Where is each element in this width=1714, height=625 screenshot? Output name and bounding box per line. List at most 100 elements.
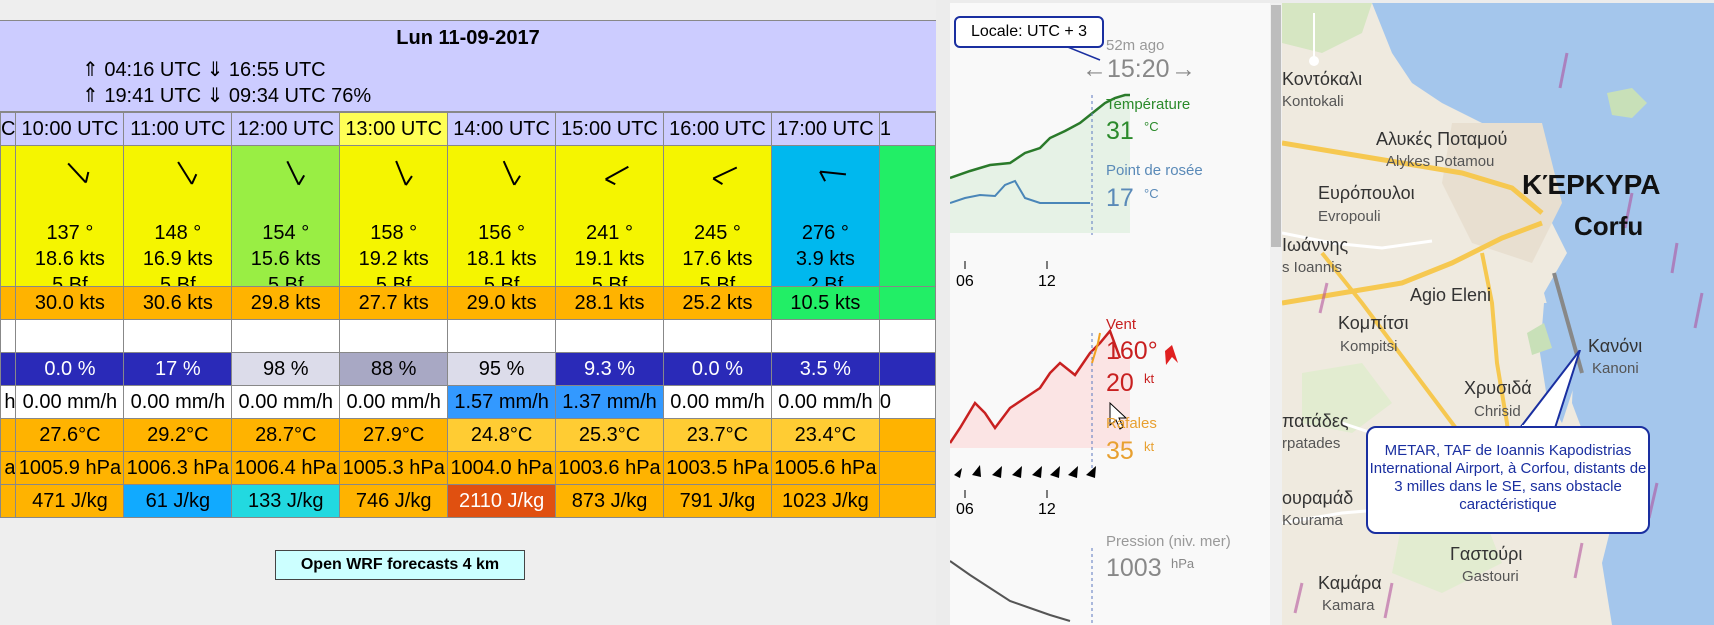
- pressure-cell: 1005.9 hPa: [15, 451, 125, 485]
- rain-cell: h: [0, 385, 17, 419]
- temperature-area: [950, 95, 1130, 233]
- wind-barbs: [954, 465, 1096, 478]
- wind-speed: 16.9 kts: [142, 248, 213, 270]
- axis-tick-label: 06: [956, 273, 974, 290]
- wind-cell: 156 ° 18.1 kts 5 Bf: [447, 145, 557, 287]
- wind-direction: 241 °: [586, 222, 633, 244]
- map-label: Evropouli: [1318, 208, 1381, 225]
- wind-beaufort: 5 Bf: [591, 274, 628, 287]
- gust-row: 30.0 kts 30.6 kts 29.8 kts 27.7 kts 29.0…: [0, 286, 936, 320]
- station-info-callout: METAR, TAF de Ioannis Kapodistrias Inter…: [1366, 426, 1650, 534]
- gust-cell: [0, 286, 17, 320]
- wind-beaufort: 5 Bf: [52, 274, 88, 287]
- wind-cell: 276 ° 3.9 kts 2 Bf: [770, 145, 880, 287]
- map-label: ουραμάδ: [1282, 488, 1354, 508]
- rain-cell: 1.37 mm/h: [555, 385, 664, 419]
- wind-beaufort: 5 Bf: [483, 274, 520, 287]
- wind-direction: 148 °: [154, 222, 202, 244]
- wind-direction: 156 °: [478, 222, 526, 244]
- sunrise-sunset: ⇑ 04:16 UTC ⇓ 16:55 UTC: [82, 59, 326, 81]
- scrollbar-thumb[interactable]: [1271, 5, 1281, 247]
- cloud-cell: 98 %: [231, 352, 341, 386]
- locale-tooltip: Locale: UTC + 3: [954, 16, 1104, 48]
- rain-cell: 0.00 mm/h: [231, 385, 341, 419]
- open-wrf-forecasts-button[interactable]: Open WRF forecasts 4 km: [275, 550, 525, 580]
- wind-speed: 19.1 kts: [574, 248, 645, 270]
- map-label: Chrisid: [1474, 403, 1521, 420]
- pressure-value: 1003: [1106, 554, 1162, 582]
- cape-cell: 133 J/kg: [231, 484, 341, 518]
- time-cell: 1: [878, 112, 936, 146]
- map-label: Kanoni: [1592, 360, 1639, 377]
- dewpoint-label: Point de rosée: [1106, 162, 1203, 179]
- axis-tick-label: 12: [1038, 501, 1056, 518]
- wind-direction-icon: [1165, 345, 1178, 365]
- temp-cell: [878, 418, 936, 452]
- gust-cell: 29.0 kts: [447, 286, 557, 320]
- mouse-cursor-icon: [1109, 401, 1128, 430]
- cape-cell: 873 J/kg: [555, 484, 664, 518]
- callout-pointer: [1517, 350, 1581, 429]
- cape-cell: 2110 J/kg: [447, 484, 557, 518]
- map-label: Ευρόπουλοι: [1318, 183, 1415, 203]
- cloud-cell: 95 %: [447, 352, 557, 386]
- wind-speed: 19.2 kts: [358, 248, 429, 270]
- wind-cell: 148 ° 16.9 kts 5 Bf: [123, 145, 233, 287]
- map-label: Kamara: [1322, 597, 1375, 614]
- wind-arrow-icon: [819, 170, 846, 182]
- cape-cell: [0, 484, 17, 518]
- temperature-label: Température: [1106, 96, 1191, 113]
- rain-cell: 0: [878, 385, 936, 419]
- cape-cell: [878, 484, 936, 518]
- station-scrollbar[interactable]: [1270, 3, 1282, 625]
- wind-arrow-icon: [502, 160, 522, 186]
- temp-cell: [0, 418, 17, 452]
- rain-cell: 1.57 mm/h: [447, 385, 557, 419]
- wind-direction: 245 °: [693, 222, 741, 244]
- rain-cell: 0.00 mm/h: [662, 385, 772, 419]
- temperature-row: 27.6°C 29.2°C 28.7°C 27.9°C 24.8°C 25.3°…: [0, 418, 936, 452]
- wind-cell: [878, 145, 936, 287]
- time-cell: 11:00 UTC: [123, 112, 233, 146]
- time-cell: 14:00 UTC: [447, 112, 557, 146]
- pressure-cell: 1006.3 hPa: [123, 451, 233, 485]
- pressure-line: [950, 560, 1071, 622]
- pressure-cell: 1005.6 hPa: [770, 451, 880, 485]
- pressure-row: a 1005.9 hPa 1006.3 hPa 1006.4 hPa 1005.…: [0, 451, 936, 485]
- gust-cell: 30.6 kts: [123, 286, 233, 320]
- map-label: Κομπίτσι: [1338, 313, 1409, 333]
- cape-cell: 471 J/kg: [15, 484, 125, 518]
- wind-cell: 241 ° 19.1 kts 5 Bf: [555, 145, 664, 287]
- map-label: Kourama: [1282, 512, 1343, 529]
- rain-cell: 0.00 mm/h: [15, 385, 125, 419]
- wind-row: 137 ° 18.6 kts 5 Bf 148 ° 16.9 kts 5 Bf 154 …: [0, 145, 936, 287]
- wind-speed: 17.6 kts: [682, 248, 753, 270]
- wind-arrow-icon: [712, 166, 738, 185]
- wind-arrow-icon: [286, 160, 306, 186]
- rain-row: h 0.00 mm/h 0.00 mm/h 0.00 mm/h 0.00 mm/…: [0, 385, 936, 419]
- cape-row: 471 J/kg 61 J/kg 133 J/kg 746 J/kg 2110 …: [0, 484, 936, 518]
- wind-cell: [0, 145, 17, 287]
- temperature-line: [950, 93, 1130, 180]
- prev-arrow-icon[interactable]: ←: [1082, 55, 1107, 83]
- cloud-cell: 9.3 %: [555, 352, 664, 386]
- wind-label: Vent: [1106, 316, 1137, 333]
- wind-arrow-icon: [395, 160, 414, 186]
- map-label: Kontokali: [1282, 93, 1344, 110]
- wind-arrow-icon: [177, 161, 198, 185]
- wind-cell: 158 ° 19.2 kts 5 Bf: [339, 145, 449, 287]
- map-label: Γαστούρι: [1450, 544, 1523, 564]
- time-cell: 10:00 UTC: [15, 112, 125, 146]
- next-arrow-icon[interactable]: →: [1171, 55, 1196, 83]
- cloud-cell: 88 %: [339, 352, 449, 386]
- gust-line: [1091, 332, 1101, 364]
- pressure-cell: [878, 451, 936, 485]
- map-label: Χρυσιδά: [1464, 378, 1532, 398]
- wind-beaufort: 5 Bf: [160, 274, 196, 287]
- pressure-cell: 1003.6 hPa: [555, 451, 664, 485]
- pressure-cell: 1004.0 hPa: [447, 451, 557, 485]
- axis-tick-label: 06: [956, 501, 974, 518]
- wind-speed: 15.6 kts: [250, 248, 321, 270]
- cloud-cell: 3.5 %: [770, 352, 880, 386]
- last-update: 52m ago: [1106, 37, 1165, 54]
